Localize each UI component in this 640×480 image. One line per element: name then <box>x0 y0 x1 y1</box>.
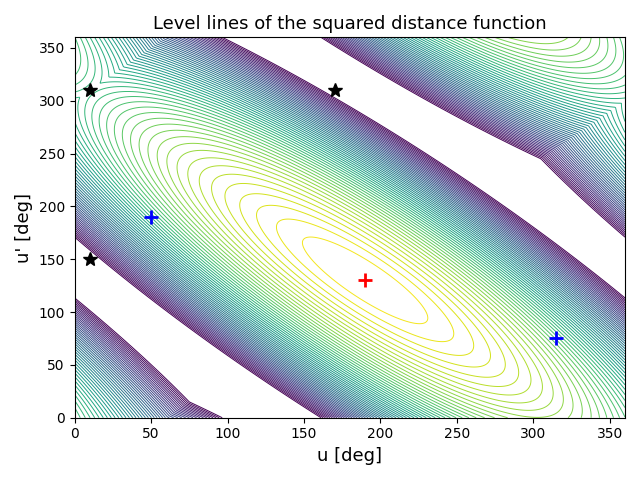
Title: Level lines of the squared distance function: Level lines of the squared distance func… <box>153 15 547 33</box>
X-axis label: u [deg]: u [deg] <box>317 447 382 465</box>
Y-axis label: u' [deg]: u' [deg] <box>15 192 33 263</box>
